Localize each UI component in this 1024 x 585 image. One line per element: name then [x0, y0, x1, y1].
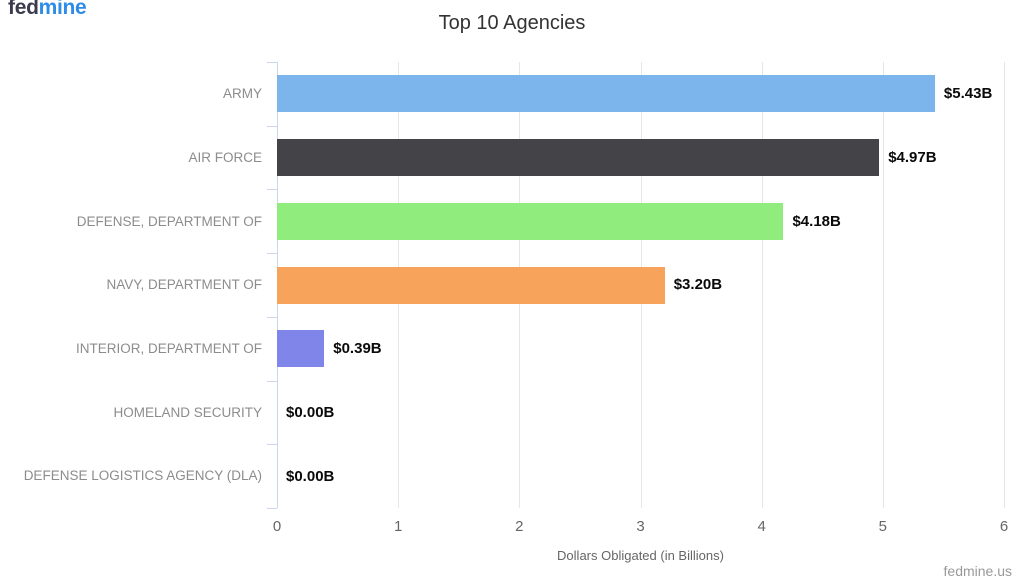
- x-axis-title: Dollars Obligated (in Billions): [557, 548, 724, 563]
- x-tick-label: 3: [636, 518, 645, 535]
- x-tick-label: 6: [999, 518, 1009, 535]
- axis-tick: [267, 125, 277, 127]
- fedmine-logo: fedmine: [8, 0, 87, 20]
- gridline: [1004, 62, 1005, 508]
- axis-tick: [267, 444, 277, 446]
- value-label: $0.39B: [333, 340, 382, 358]
- axis-tick: [267, 253, 277, 255]
- x-tick-label: 5: [878, 518, 887, 535]
- gridline: [761, 62, 763, 508]
- data-bar[interactable]: [277, 75, 935, 113]
- category-label: HOMELAND SECURITY: [113, 404, 262, 420]
- logo-fed-text: fed: [8, 0, 39, 19]
- logo-mine-text: mine: [38, 0, 87, 19]
- category-label: INTERIOR, DEPARTMENT OF: [75, 340, 262, 356]
- fedmine-credit-link[interactable]: fedmine.us: [943, 563, 1012, 579]
- chart-title: Top 10 Agencies: [438, 12, 586, 34]
- category-label: DEFENSE LOGISTICS AGENCY (DLA): [23, 468, 262, 484]
- data-bar[interactable]: [277, 139, 880, 177]
- value-label: $0.00B: [286, 403, 335, 421]
- data-bar[interactable]: [277, 330, 325, 368]
- data-bar[interactable]: [277, 266, 665, 304]
- x-tick-label: 0: [272, 518, 282, 535]
- axis-tick: [267, 189, 277, 191]
- gridline: [882, 62, 884, 508]
- category-label: DEFENSE, DEPARTMENT OF: [76, 213, 262, 229]
- data-bar[interactable]: [277, 202, 784, 240]
- value-label: $5.43B: [943, 85, 993, 103]
- x-tick-label: 4: [757, 518, 766, 535]
- axis-tick: [267, 380, 277, 382]
- x-tick-label: 1: [393, 518, 403, 535]
- axis-tick: [267, 316, 277, 318]
- category-label: AIR FORCE: [188, 149, 262, 165]
- axis-tick: [267, 62, 277, 63]
- value-label: $4.97B: [888, 149, 937, 167]
- value-label: $4.18B: [792, 212, 841, 230]
- x-tick-label: 2: [515, 518, 524, 535]
- value-label: $3.20B: [673, 276, 723, 294]
- category-label: NAVY, DEPARTMENT OF: [106, 277, 262, 293]
- axis-tick: [267, 508, 277, 509]
- value-label: $0.00B: [286, 467, 335, 485]
- category-label: ARMY: [222, 86, 262, 102]
